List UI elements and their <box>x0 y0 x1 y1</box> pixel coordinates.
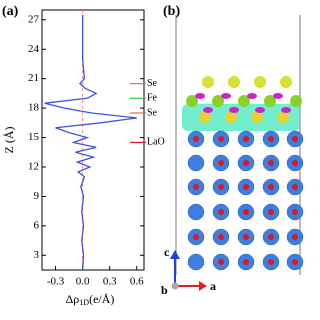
la-atom <box>187 253 205 271</box>
o-atom <box>218 234 224 240</box>
o-atom <box>292 234 298 240</box>
o-atom <box>218 160 224 166</box>
charge-lobe <box>221 93 231 99</box>
o-atom <box>292 259 298 265</box>
y-axis-label: Z (Å) <box>2 127 16 154</box>
y-tick-label: 6 <box>34 219 40 231</box>
o-atom <box>243 259 249 265</box>
se-atom <box>225 111 237 123</box>
axis-a: a <box>210 279 216 293</box>
axis-b: b <box>161 283 168 297</box>
se-atom <box>202 76 214 88</box>
o-atom <box>243 234 249 240</box>
o-atom <box>193 136 199 142</box>
o-atom <box>268 160 274 166</box>
se-atom <box>280 76 292 88</box>
se-atom <box>199 111 211 123</box>
o-atom <box>243 209 249 215</box>
annotation: Se <box>147 78 158 89</box>
crystal-structure <box>170 15 304 291</box>
o-atom <box>292 209 298 215</box>
o-atom <box>243 184 249 190</box>
axis-c: c <box>164 245 170 259</box>
y-tick-label: 9 <box>34 190 40 202</box>
o-atom <box>292 160 298 166</box>
o-atom <box>268 209 274 215</box>
x-tick-label: 0.3 <box>103 276 117 288</box>
o-atom <box>243 160 249 166</box>
x-label-unit: (e/Å) <box>89 292 114 306</box>
x-axis-label: Δρ1D(e/Å) <box>66 292 115 307</box>
o-atom <box>218 209 224 215</box>
x-tick-label: 0.0 <box>76 276 90 288</box>
x-tick-label: 0.6 <box>130 276 144 288</box>
se-atom <box>254 76 266 88</box>
se-atom <box>228 76 240 88</box>
o-atom <box>292 136 298 142</box>
y-tick-label: 15 <box>28 131 40 143</box>
y-tick-label: 24 <box>28 43 40 55</box>
plot-frame <box>41 9 145 271</box>
panel-label: (a) <box>2 4 19 19</box>
charge-lobe <box>255 107 265 113</box>
se-atom <box>277 111 289 123</box>
x-tick-label: -0.3 <box>47 276 65 288</box>
la-atom <box>187 154 205 172</box>
charge-lobe <box>281 107 291 113</box>
o-atom <box>268 136 274 142</box>
axis-origin <box>171 282 179 290</box>
o-atom <box>218 136 224 142</box>
o-atom <box>268 259 274 265</box>
la-atom <box>187 203 205 221</box>
y-tick-label: 3 <box>34 249 40 261</box>
charge-lobe <box>229 107 239 113</box>
o-atom <box>218 259 224 265</box>
fe-atom <box>238 95 250 107</box>
annotation: Se <box>147 107 158 118</box>
figure: (a) (b) Z (Å) Δρ1D(e/Å) c b a 3 6 9 12 15 18 2… <box>2 4 304 307</box>
x-label-sub: 1D <box>79 298 89 307</box>
charge-lobe <box>273 93 283 99</box>
fe-atom <box>290 95 302 107</box>
o-atom <box>292 184 298 190</box>
charge-lobe <box>247 93 257 99</box>
x-label-main: Δρ <box>66 292 80 306</box>
fe-atom <box>264 95 276 107</box>
annotation: Fe <box>147 93 158 104</box>
fe-atom <box>186 95 198 107</box>
y-tick-label: 18 <box>28 102 40 114</box>
arrow-head <box>199 281 207 291</box>
profile-line <box>44 14 137 271</box>
o-atom <box>268 184 274 190</box>
o-atom <box>193 234 199 240</box>
panel-label: (b) <box>163 4 180 19</box>
y-tick-label: 21 <box>28 72 39 84</box>
fe-atom <box>212 95 224 107</box>
charge-lobe <box>195 93 205 99</box>
charge-lobe <box>203 107 213 113</box>
o-atom <box>243 136 249 142</box>
se-atom <box>251 111 263 123</box>
o-atom <box>193 184 199 190</box>
o-atom <box>218 184 224 190</box>
o-atom <box>268 234 274 240</box>
y-tick-label: 27 <box>28 13 40 25</box>
y-tick-label: 12 <box>28 161 39 173</box>
arrow-head <box>170 250 180 259</box>
annotation: LaO <box>147 137 165 148</box>
